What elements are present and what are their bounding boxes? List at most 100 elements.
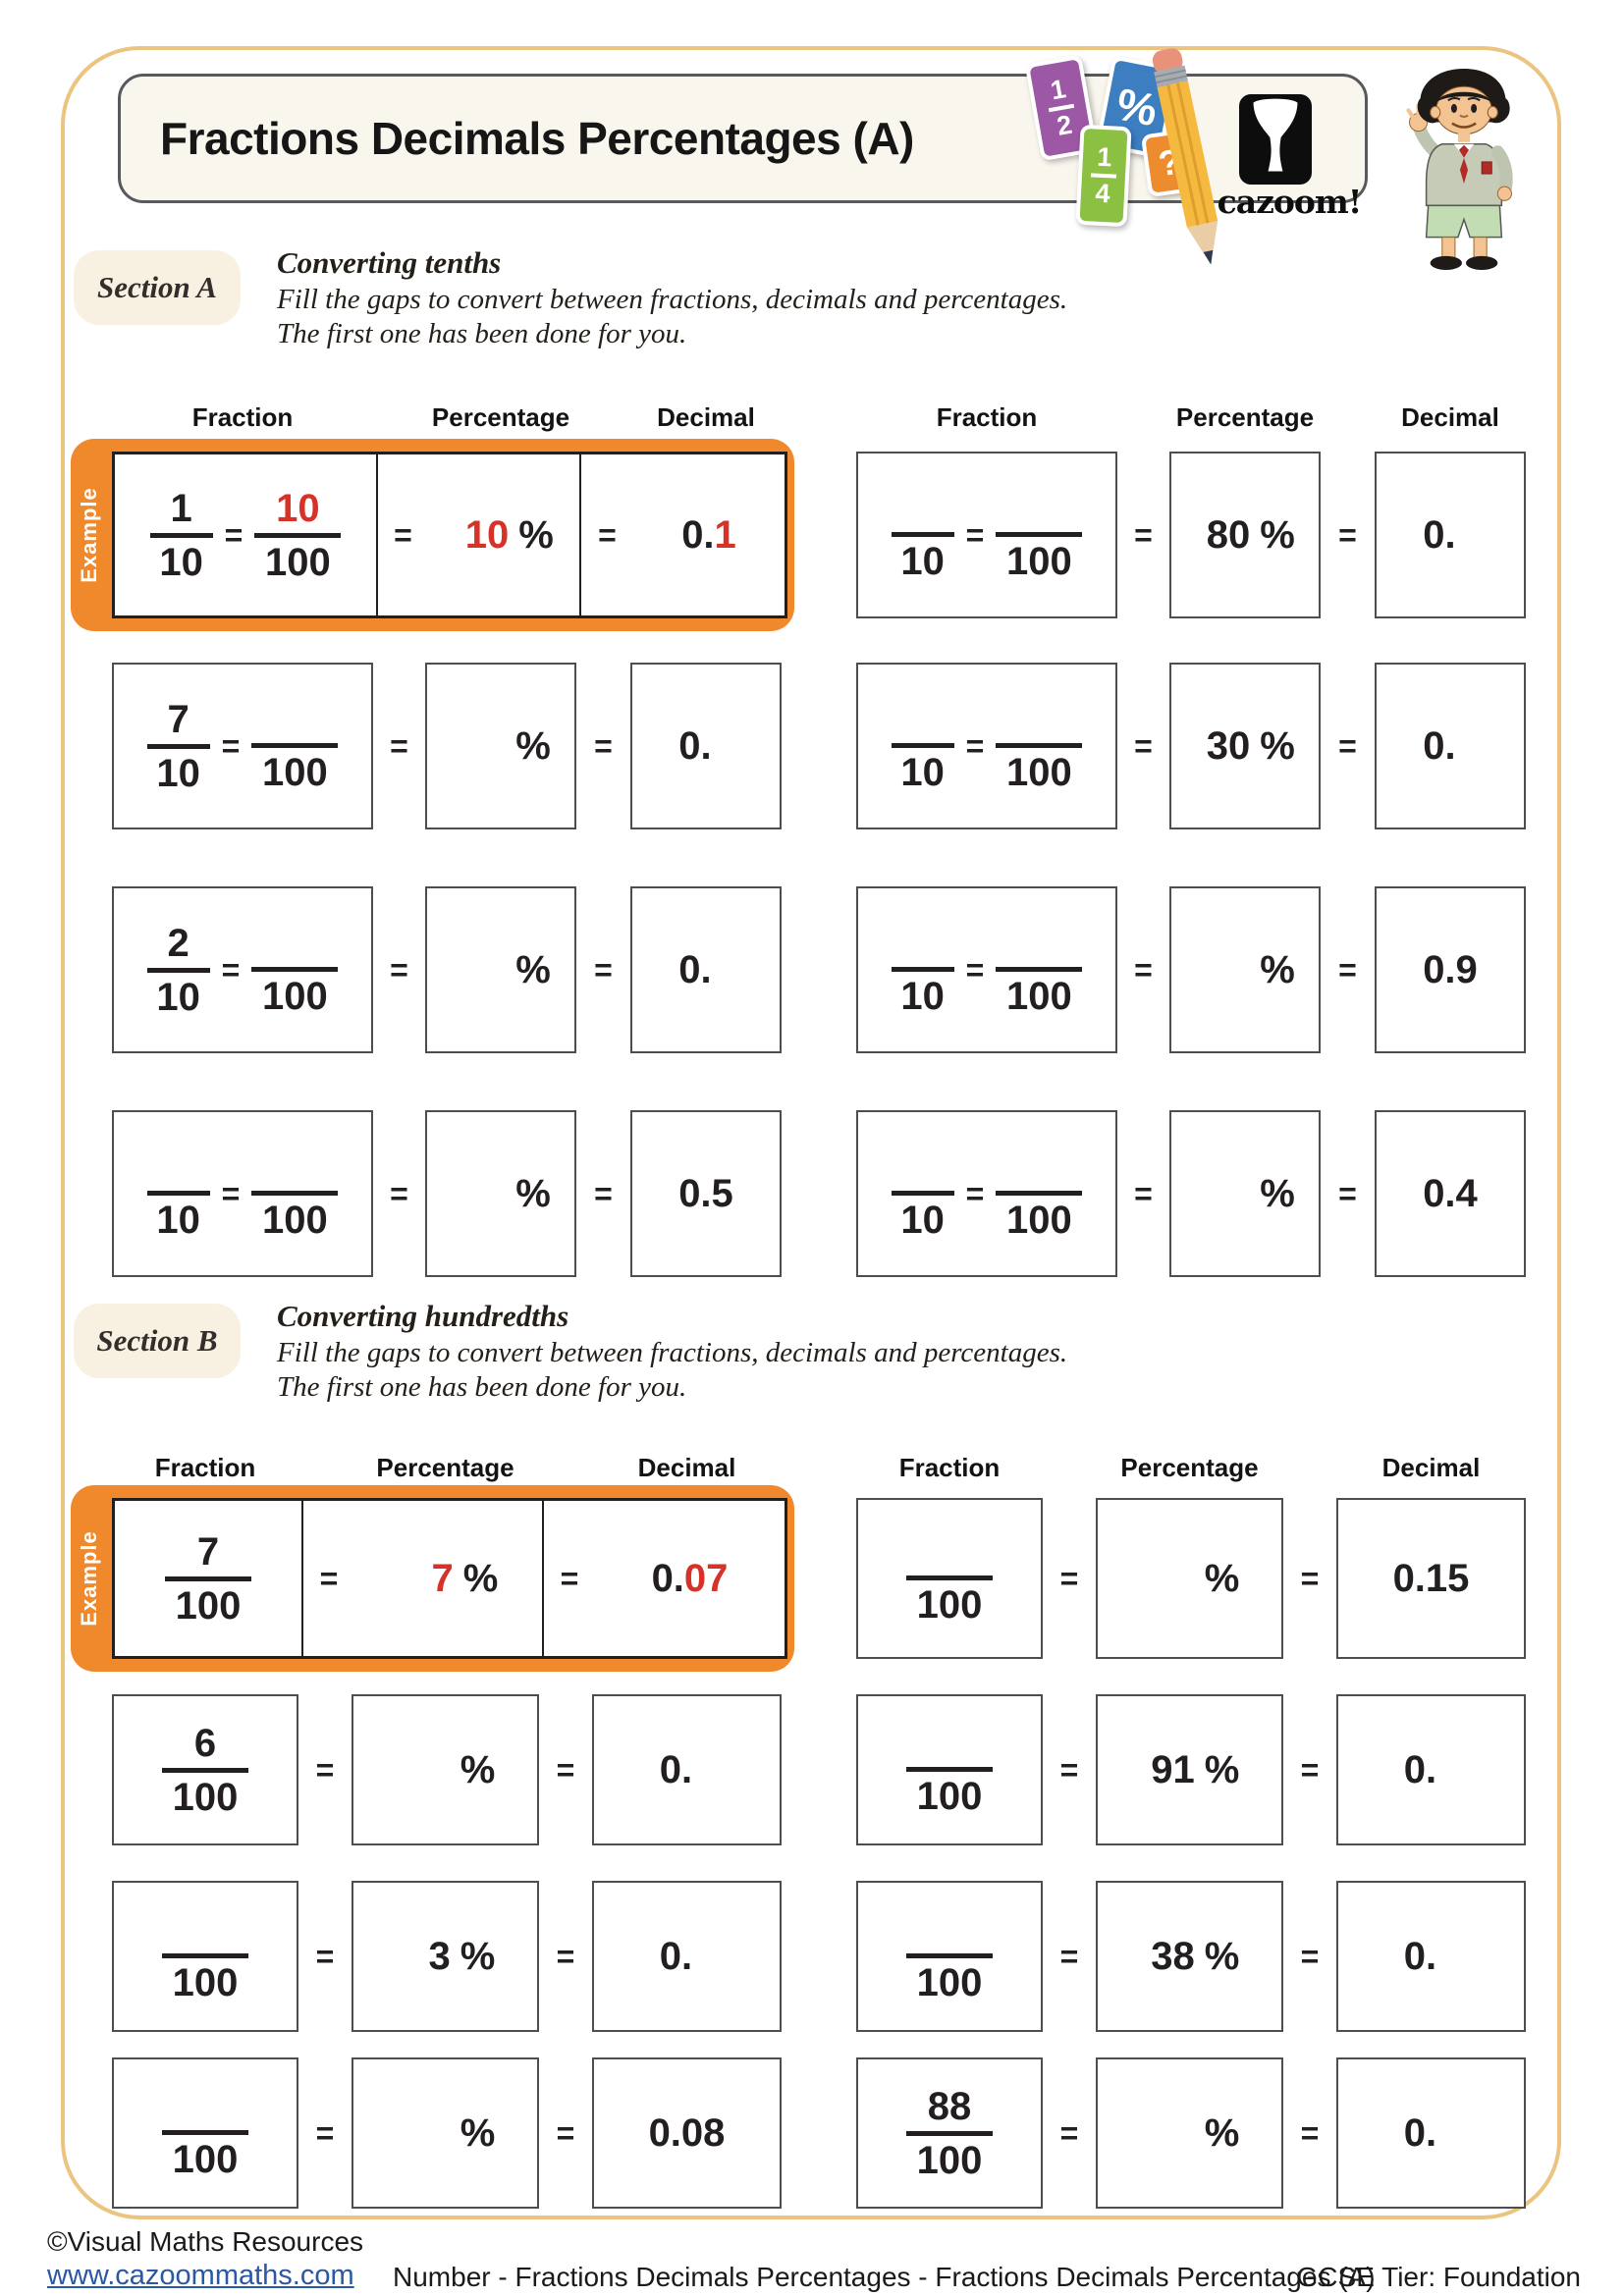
fraction-tenths: 1 10 xyxy=(149,489,213,582)
equals-sign: = xyxy=(965,951,985,988)
decimal-box: 0. xyxy=(630,886,782,1053)
fraction-hundredths: 6 100 xyxy=(162,1724,248,1817)
conversion-row: 88 100 = % = 0. xyxy=(856,2057,1526,2209)
fraction-tenths: 10 xyxy=(891,925,954,1016)
percentage-box: % xyxy=(352,2057,539,2209)
fraction-box: 2 10 = 100 xyxy=(112,886,373,1053)
fraction-box: 10 = 100 xyxy=(856,886,1117,1053)
equals-separator: = xyxy=(556,1938,575,1974)
cazoom-logo-icon xyxy=(1239,94,1312,185)
equals-separator: = xyxy=(301,1501,354,1656)
equals-separator: = xyxy=(1338,1175,1357,1211)
percentage-box: 38% xyxy=(1096,1881,1283,2032)
decimal-box: 0. xyxy=(592,1881,782,2032)
page-title: Fractions Decimals Percentages (A) xyxy=(160,113,914,164)
fraction-box: 6 100 xyxy=(112,1694,298,1845)
equals-sign: = xyxy=(965,516,985,553)
fraction-box: 100 xyxy=(856,1498,1043,1659)
conversion-row: 100 = % = 0.15 xyxy=(856,1498,1526,1659)
cazoommaths-link[interactable]: www.cazoommaths.com xyxy=(47,2260,354,2291)
column-header-fraction: Fraction xyxy=(936,402,1038,432)
section-b-instructions: Converting hundredths Fill the gaps to c… xyxy=(277,1297,1067,1405)
column-header-decimal: Decimal xyxy=(1401,402,1499,432)
equals-sign: = xyxy=(221,1175,241,1211)
equals-sign: = xyxy=(965,1175,985,1211)
decimal-box: 0. xyxy=(592,1694,782,1845)
equals-sign: = xyxy=(965,727,985,764)
decimal-box: 0.9 xyxy=(1375,886,1526,1053)
equals-separator: = xyxy=(1134,951,1153,988)
example-label: Example xyxy=(77,487,101,583)
equals-separator: = xyxy=(1059,1751,1079,1788)
column-header-decimal: Decimal xyxy=(1381,1453,1481,1482)
equals-separator: = xyxy=(376,454,428,615)
fraction-hundredths: 100 xyxy=(251,925,339,1016)
section-a-instructions: Converting tenths Fill the gaps to conve… xyxy=(277,243,1067,351)
percentage-box: 10% xyxy=(464,512,554,557)
percentage-box: 80% xyxy=(1169,452,1321,618)
percentage-box: 3% xyxy=(352,1881,539,2032)
equals-separator: = xyxy=(556,2114,575,2151)
equals-separator: = xyxy=(1300,1751,1320,1788)
fraction-box: 10 = 100 xyxy=(112,1110,373,1277)
gcse-tier-text: GCSE Tier: Foundation xyxy=(1296,2262,1581,2292)
equals-separator: = xyxy=(1300,1938,1320,1974)
fraction-box: 10 = 100 xyxy=(856,663,1117,829)
decimal-box: 0. xyxy=(1375,663,1526,829)
decimal-box: 0. xyxy=(1336,2057,1526,2209)
fraction-hundredths: 100 xyxy=(996,925,1083,1016)
fraction-hundredths: 100 xyxy=(906,1725,993,1816)
fraction-hundredths: 100 xyxy=(162,1911,248,2002)
equals-separator: = xyxy=(1059,1938,1079,1974)
percentage-box: 91% xyxy=(1096,1694,1283,1845)
decimal-box: 0. xyxy=(630,663,782,829)
fraction-box: 100 xyxy=(112,2057,298,2209)
percentage-box: % xyxy=(1169,1110,1321,1277)
equals-separator: = xyxy=(1338,727,1357,764)
column-header-fraction: Fraction xyxy=(898,1453,1001,1482)
column-header-decimal: Decimal xyxy=(637,1453,736,1482)
column-header-percentage: Percentage xyxy=(1175,402,1315,432)
equals-separator: = xyxy=(1338,516,1357,553)
fraction-hundredths: 100 xyxy=(906,1911,993,2002)
column-header-fraction: Fraction xyxy=(191,402,294,432)
fraction-box: 1 10 = 10 100 xyxy=(115,454,376,615)
conversion-row: 100 = 3% = 0. xyxy=(112,1881,782,2032)
fraction-hundredths: 10 100 xyxy=(254,489,342,582)
fraction-box: 7 100 xyxy=(115,1501,301,1656)
fraction-hundredths: 100 xyxy=(996,701,1083,792)
section-b-right-table: Fraction Percentage Decimal 100 = % = 0.… xyxy=(856,0,1526,2296)
fraction-box: 10 = 100 xyxy=(856,452,1117,618)
equals-separator: = xyxy=(390,727,408,764)
equals-separator: = xyxy=(390,951,408,988)
fraction-box: 88 100 xyxy=(856,2057,1043,2209)
equals-separator: = xyxy=(556,1751,575,1788)
fraction-box: 100 xyxy=(112,1881,298,2032)
fraction-box: 100 xyxy=(856,1881,1043,2032)
decimal-box: 0. xyxy=(1375,452,1526,618)
column-header-decimal: Decimal xyxy=(657,402,755,432)
equals-separator: = xyxy=(542,1501,595,1656)
conversion-row: 10 = 100 = 30% = 0. xyxy=(856,663,1526,829)
conversion-row: 10 = 100 = % = 0.5 xyxy=(112,1110,782,1277)
equals-separator: = xyxy=(594,1175,613,1211)
column-headers: Fraction Percentage Decimal xyxy=(112,1453,782,1483)
section-b-heading: Converting hundredths xyxy=(277,1299,569,1333)
equals-separator: = xyxy=(315,2114,335,2151)
column-header-percentage: Percentage xyxy=(431,402,570,432)
column-headers: Fraction Percentage Decimal xyxy=(112,402,782,433)
equals-separator: = xyxy=(1134,516,1153,553)
section-a-label: Section A xyxy=(74,250,241,325)
percentage-box: % xyxy=(352,1694,539,1845)
fraction-hundredths: 88 100 xyxy=(906,2087,993,2180)
equals-sign: = xyxy=(221,727,241,764)
example-label: Example xyxy=(77,1530,101,1627)
conversion-row: 10 = 100 = % = 0.9 xyxy=(856,886,1526,1053)
fraction-hundredths: 100 xyxy=(996,1148,1083,1240)
decimal-box: 0.15 xyxy=(1336,1498,1526,1659)
decimal-box: 0.5 xyxy=(630,1110,782,1277)
fraction-tenths: 2 10 xyxy=(146,924,210,1017)
decimal-box: 0.1 xyxy=(681,512,736,557)
fraction-tenths: 10 xyxy=(891,1148,954,1240)
